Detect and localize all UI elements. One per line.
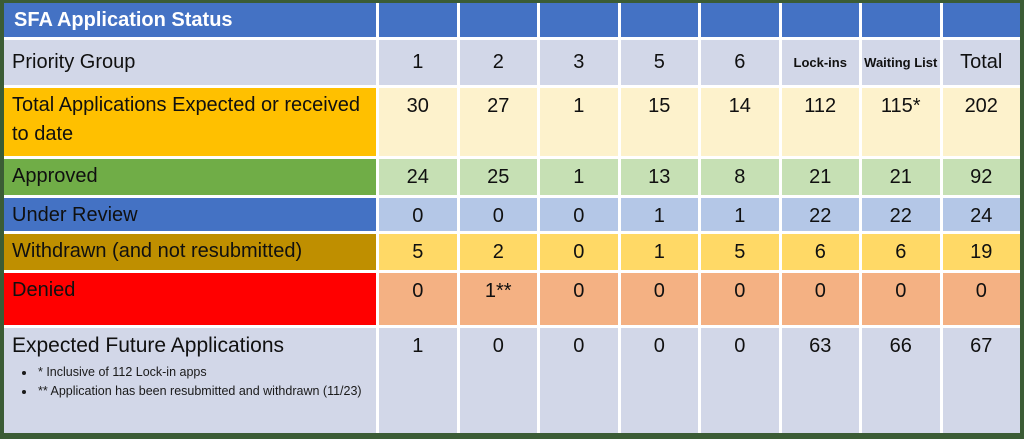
table-cell: 115* bbox=[862, 88, 940, 156]
table-cell: 0 bbox=[379, 198, 457, 231]
table-cell: 0 bbox=[459, 328, 537, 433]
table-cell: 1 bbox=[701, 198, 779, 231]
table-cell: 24 bbox=[379, 159, 457, 195]
title-spacer-cell bbox=[781, 3, 859, 37]
table-cell: 1 bbox=[540, 159, 618, 195]
table-cell: 63 bbox=[781, 328, 859, 433]
table-cell: 0 bbox=[862, 273, 940, 325]
title-spacer-cell bbox=[862, 3, 940, 37]
row-label-expected-future: Expected Future Applications * Inclusive… bbox=[4, 328, 376, 433]
table-grid: SFA Application Status Priority Group 1 … bbox=[4, 3, 1020, 433]
row-label-withdrawn: Withdrawn (and not resubmitted) bbox=[4, 234, 376, 270]
table-cell: 202 bbox=[942, 88, 1020, 156]
table-cell: 19 bbox=[942, 234, 1020, 270]
title-spacer-cell bbox=[620, 3, 698, 37]
table-cell: 13 bbox=[620, 159, 698, 195]
table-cell: 0 bbox=[620, 328, 698, 433]
table-cell: 92 bbox=[942, 159, 1020, 195]
column-header-priority-3: 3 bbox=[540, 40, 618, 85]
title-spacer-cell bbox=[540, 3, 618, 37]
table-cell: 24 bbox=[942, 198, 1020, 231]
table-cell: 8 bbox=[701, 159, 779, 195]
table-cell: 6 bbox=[781, 234, 859, 270]
column-header-priority-2: 2 bbox=[459, 40, 537, 85]
footnote-lock-in: * Inclusive of 112 Lock-in apps bbox=[36, 363, 368, 382]
table-title: SFA Application Status bbox=[4, 3, 376, 37]
table-cell: 6 bbox=[862, 234, 940, 270]
table-cell: 0 bbox=[701, 328, 779, 433]
table-cell: 0 bbox=[701, 273, 779, 325]
table-cell: 0 bbox=[540, 234, 618, 270]
table-cell: 5 bbox=[379, 234, 457, 270]
table-cell: 1 bbox=[540, 88, 618, 156]
column-header-waiting-list: Waiting List bbox=[862, 40, 940, 85]
table-cell: 0 bbox=[781, 273, 859, 325]
title-spacer-cell bbox=[701, 3, 779, 37]
table-cell: 0 bbox=[379, 273, 457, 325]
table-cell: 14 bbox=[701, 88, 779, 156]
footnote-resubmitted: ** Application has been resubmitted and … bbox=[36, 382, 368, 401]
table-cell: 1** bbox=[459, 273, 537, 325]
row-label-under-review: Under Review bbox=[4, 198, 376, 231]
table-cell: 0 bbox=[942, 273, 1020, 325]
table-cell: 1 bbox=[620, 198, 698, 231]
title-spacer-cell bbox=[942, 3, 1020, 37]
table-cell: 0 bbox=[540, 198, 618, 231]
table-cell: 67 bbox=[942, 328, 1020, 433]
row-label-approved: Approved bbox=[4, 159, 376, 195]
table-cell: 66 bbox=[862, 328, 940, 433]
title-spacer-cell bbox=[379, 3, 457, 37]
table-cell: 22 bbox=[781, 198, 859, 231]
column-group-label: Priority Group bbox=[4, 40, 376, 85]
table-cell: 30 bbox=[379, 88, 457, 156]
table-cell: 1 bbox=[620, 234, 698, 270]
table-cell: 21 bbox=[862, 159, 940, 195]
row-label-total-applications: Total Applications Expected or received … bbox=[4, 88, 376, 156]
column-header-priority-5: 5 bbox=[620, 40, 698, 85]
table-cell: 25 bbox=[459, 159, 537, 195]
table-cell: 1 bbox=[379, 328, 457, 433]
table-cell: 21 bbox=[781, 159, 859, 195]
column-header-lock-ins: Lock-ins bbox=[781, 40, 859, 85]
table-cell: 2 bbox=[459, 234, 537, 270]
table-cell: 5 bbox=[701, 234, 779, 270]
table-cell: 15 bbox=[620, 88, 698, 156]
expected-future-label: Expected Future Applications bbox=[12, 334, 284, 357]
table-cell: 22 bbox=[862, 198, 940, 231]
table-cell: 112 bbox=[781, 88, 859, 156]
table-cell: 0 bbox=[540, 328, 618, 433]
table-cell: 0 bbox=[459, 198, 537, 231]
column-header-priority-6: 6 bbox=[701, 40, 779, 85]
column-header-priority-1: 1 bbox=[379, 40, 457, 85]
title-spacer-cell bbox=[459, 3, 537, 37]
row-label-denied: Denied bbox=[4, 273, 376, 325]
footnote-list: * Inclusive of 112 Lock-in apps ** Appli… bbox=[12, 363, 368, 401]
table-cell: 0 bbox=[620, 273, 698, 325]
table-cell: 0 bbox=[540, 273, 618, 325]
table-cell: 27 bbox=[459, 88, 537, 156]
column-header-total: Total bbox=[942, 40, 1020, 85]
